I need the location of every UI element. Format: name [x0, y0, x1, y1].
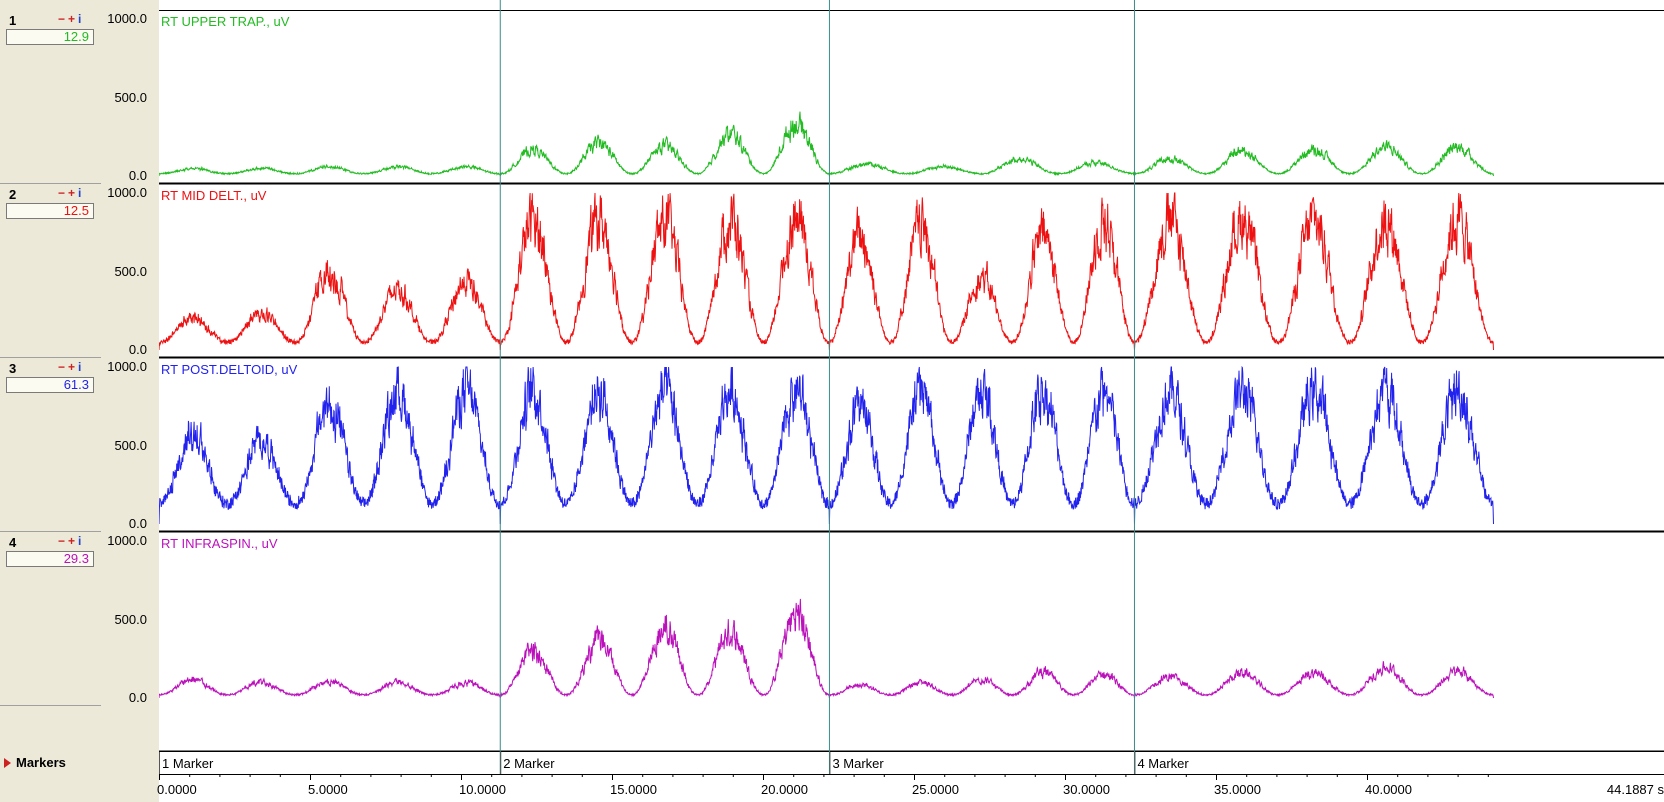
marker-label[interactable]: 4 Marker [1137, 756, 1189, 771]
channel-title: RT POST.DELTOID, uV [161, 362, 298, 377]
x-tick-label: 15.0000 [610, 782, 657, 797]
scale-label: 500.0 [114, 89, 147, 105]
series-line-4 [159, 598, 1494, 699]
channel-title: RT UPPER TRAP., uV [161, 14, 290, 29]
x-tick-label: 35.0000 [1214, 782, 1261, 797]
scale-label: 1000.0 [107, 11, 147, 26]
x-tick-label: 10.0000 [459, 782, 506, 797]
x-tick-label: 25.0000 [912, 782, 959, 797]
scale-label: 500.0 [114, 437, 147, 453]
add-channel-icon[interactable]: + [68, 12, 79, 26]
series-line-3 [159, 365, 1494, 525]
add-channel-icon[interactable]: + [68, 534, 79, 548]
markers-row[interactable]: Markers [0, 752, 101, 774]
series-line-1 [159, 111, 1494, 177]
marker-row-background [159, 752, 1664, 774]
scale-label: 1000.0 [107, 359, 147, 374]
scale-label: 0.0 [128, 168, 147, 183]
channel-value-field[interactable]: 29.3 [6, 551, 94, 567]
channel-title: RT MID DELT., uV [161, 188, 267, 203]
x-tick-label: 20.0000 [761, 782, 808, 797]
scale-label: 500.0 [114, 611, 147, 627]
x-tick-label: 5.0000 [308, 782, 348, 797]
remove-channel-icon[interactable]: − [58, 186, 69, 200]
marker-label[interactable]: 3 Marker [832, 756, 884, 771]
remove-channel-icon[interactable]: − [58, 534, 69, 548]
remove-channel-icon[interactable]: − [58, 360, 69, 374]
scale-label: 1000.0 [107, 533, 147, 548]
channel-number: 3 [9, 361, 17, 376]
add-channel-icon[interactable]: + [68, 360, 79, 374]
x-tick-label: 44.1887 s [1606, 782, 1664, 797]
channel-number: 4 [9, 535, 17, 550]
scale-label: 0.0 [128, 342, 147, 357]
channel-panel-4[interactable]: 4 −+i 29.3 [0, 532, 101, 706]
channel-info-icon[interactable]: i [78, 186, 85, 200]
series-line-2 [159, 192, 1494, 351]
channel-panel-2[interactable]: 2 −+i 12.5 [0, 184, 101, 358]
channel-info-icon[interactable]: i [78, 12, 85, 26]
x-tick-label: 40.0000 [1365, 782, 1412, 797]
scale-column [101, 0, 159, 802]
channel-info-icon[interactable]: i [78, 534, 85, 548]
expand-triangle-icon[interactable] [4, 758, 11, 768]
x-tick-label: 0.0000 [157, 782, 197, 797]
add-channel-icon[interactable]: + [68, 186, 79, 200]
markers-label: Markers [16, 755, 66, 770]
marker-label[interactable]: 2 Marker [503, 756, 555, 771]
marker-label[interactable]: 1 Marker [162, 756, 214, 771]
channel-panel-3[interactable]: 3 −+i 61.3 [0, 358, 101, 532]
channel-info-column [0, 0, 101, 802]
scale-label: 500.0 [114, 263, 147, 279]
scale-label: 1000.0 [107, 185, 147, 200]
channel-number: 1 [9, 13, 17, 28]
plot-background [159, 0, 1664, 802]
channel-value-field[interactable]: 12.5 [6, 203, 94, 219]
remove-channel-icon[interactable]: − [58, 12, 69, 26]
channel-value-field[interactable]: 61.3 [6, 377, 94, 393]
channel-info-icon[interactable]: i [78, 360, 85, 374]
scale-label: 0.0 [128, 516, 147, 531]
channel-value-field[interactable]: 12.9 [6, 29, 94, 45]
channel-number: 2 [9, 187, 17, 202]
channel-title: RT INFRASPIN., uV [161, 536, 278, 551]
channel-panel-1[interactable]: 1 −+i 12.9 [0, 10, 101, 184]
scale-label: 0.0 [128, 690, 147, 705]
x-tick-label: 30.0000 [1063, 782, 1110, 797]
chart-area[interactable]: RT UPPER TRAP., uV RT MID DELT., uV RT POS… [159, 0, 1664, 802]
